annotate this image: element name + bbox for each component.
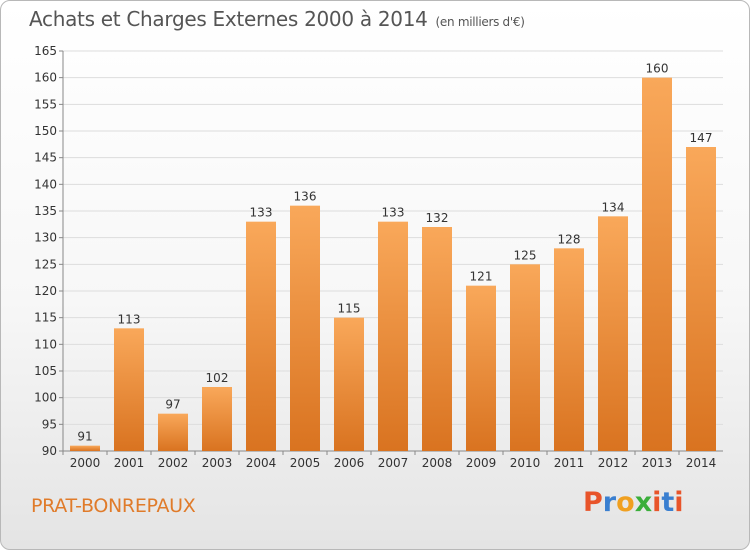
y-tick-label: 145: [34, 151, 57, 165]
x-tick-label: 2005: [290, 456, 321, 470]
x-tick-label: 2014: [686, 456, 717, 470]
y-tick-label: 100: [34, 391, 57, 405]
bar-2007: [378, 221, 408, 451]
data-label: 147: [690, 131, 713, 145]
data-labels: 91 113 97 102 133 136 115 133 132 121 125 128 134 160…: [77, 62, 712, 444]
x-tick-label: 2003: [202, 456, 233, 470]
brand-letter: P: [583, 487, 603, 518]
brand-letter: x: [634, 487, 653, 518]
y-tick-label: 105: [34, 364, 57, 378]
y-tick-label: 160: [34, 71, 57, 85]
bars: [70, 77, 716, 452]
bar-2014: [686, 147, 716, 451]
data-label: 102: [206, 371, 229, 385]
bar-2009: [466, 285, 496, 451]
data-label: 133: [250, 206, 273, 220]
brand-letter: r: [602, 487, 617, 518]
brand-letter: i: [674, 487, 684, 518]
x-tick-label: 2006: [334, 456, 365, 470]
bar-2005: [290, 205, 320, 451]
bar-2004: [246, 221, 276, 451]
bar-2002: [158, 413, 188, 451]
x-tick-label: 2008: [422, 456, 453, 470]
y-tick-label: 110: [34, 337, 57, 351]
y-tick-label: 115: [34, 311, 57, 325]
chart-title-text: Achats et Charges Externes 2000 à 2014: [29, 7, 428, 31]
data-label: 97: [165, 398, 180, 412]
bar-2013: [642, 77, 672, 452]
x-tick-label: 2002: [158, 456, 189, 470]
data-label: 128: [558, 232, 581, 246]
commune-name: PRAT-BONREPAUX: [31, 495, 196, 517]
bar-2000: [70, 445, 100, 451]
x-tick-label: 2000: [70, 456, 101, 470]
y-tick-label: 95: [42, 417, 57, 431]
brand-letter: t: [661, 487, 675, 518]
bar-2006: [334, 317, 364, 451]
data-label: 125: [514, 248, 537, 262]
proxiti-logo: Proxiti: [583, 487, 684, 518]
x-tick-label: 2011: [554, 456, 585, 470]
brand-letter: i: [652, 487, 662, 518]
data-label: 160: [646, 62, 669, 76]
x-tick-label: 2009: [466, 456, 497, 470]
y-tick-label: 165: [34, 44, 57, 58]
x-tick-label: 2001: [114, 456, 145, 470]
x-tick-label: 2013: [642, 456, 673, 470]
bar-2003: [202, 387, 232, 451]
chart-subtitle: (en milliers d'€): [435, 15, 525, 29]
bar-2010: [510, 264, 540, 451]
bar-2001: [114, 328, 144, 451]
y-tick-label: 120: [34, 284, 57, 298]
bar-2012: [598, 216, 628, 451]
chart-title: Achats et Charges Externes 2000 à 2014 (e…: [29, 7, 525, 31]
x-tick-label: 2007: [378, 456, 409, 470]
data-label: 115: [338, 302, 361, 316]
x-tick-label: 2004: [246, 456, 277, 470]
data-label: 136: [294, 190, 317, 204]
y-tick-label: 125: [34, 257, 57, 271]
x-tick-label: 2012: [598, 456, 629, 470]
y-tick-label: 90: [42, 444, 57, 458]
bar-2008: [422, 227, 452, 451]
data-label: 134: [602, 200, 625, 214]
data-label: 113: [118, 312, 141, 326]
x-tick-label: 2010: [510, 456, 541, 470]
data-label: 132: [426, 211, 449, 225]
data-label: 91: [77, 430, 92, 444]
data-label: 133: [382, 206, 405, 220]
data-label: 121: [470, 270, 493, 284]
y-tick-label: 140: [34, 177, 57, 191]
bar-2011: [554, 248, 584, 451]
y-tick-label: 155: [34, 97, 57, 111]
y-tick-label: 130: [34, 231, 57, 245]
axes: 90 95 100 105 110 115 120 125 130 135 140 145 150 155…: [34, 44, 723, 470]
y-tick-label: 135: [34, 204, 57, 218]
y-tick-label: 150: [34, 124, 57, 138]
brand-letter: o: [616, 487, 635, 518]
